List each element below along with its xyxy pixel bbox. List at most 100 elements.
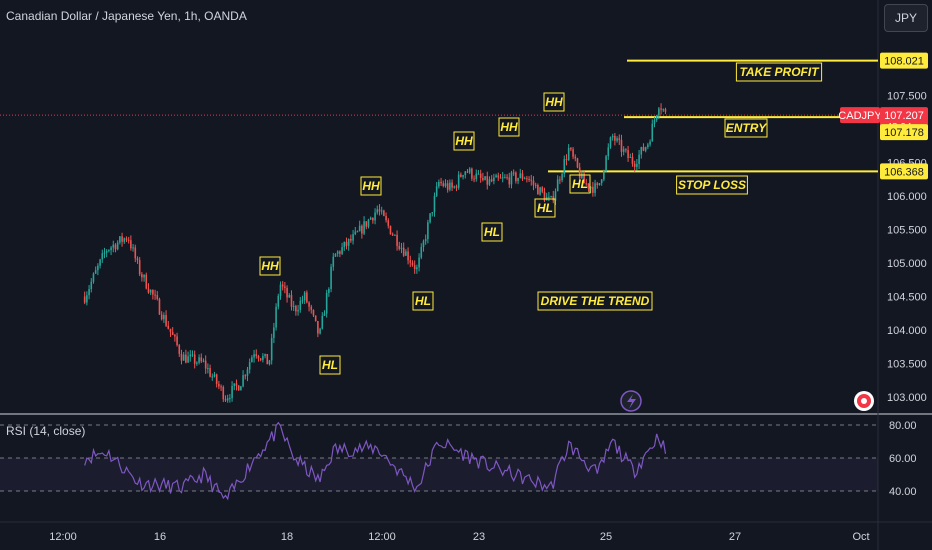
candle-body: [306, 292, 308, 303]
candle-body: [462, 175, 464, 177]
candle-body: [501, 177, 504, 179]
candle-body: [121, 236, 123, 242]
candle-body: [310, 306, 313, 310]
take-profit-label: TAKE PROFIT: [739, 65, 820, 79]
swing-label-hl: HL: [484, 225, 500, 239]
candle-body: [565, 159, 568, 161]
candle-body: [352, 234, 354, 241]
stop-loss-tag-bg: [880, 163, 928, 180]
rsi-pane: [0, 421, 878, 501]
candle-body: [361, 225, 363, 234]
candle-body: [358, 225, 361, 232]
candle-body: [141, 274, 143, 278]
time-tick-label: 12:00: [368, 531, 396, 543]
swing-label-hh-box: [453, 131, 475, 151]
candle-body: [431, 212, 434, 214]
candle-body: [83, 296, 86, 303]
candle-body: [651, 123, 654, 142]
candle-body: [508, 177, 511, 185]
candle-body: [479, 173, 482, 179]
candle-body: [616, 138, 618, 141]
candle-body: [312, 309, 315, 316]
swing-label-hh-box: [360, 176, 382, 196]
candle-body: [209, 368, 211, 377]
candle-body: [125, 238, 128, 240]
entry-label-box: [724, 118, 768, 138]
drive-the-trend-label-box: [537, 291, 653, 311]
candle-body: [367, 219, 370, 227]
candle-body: [387, 220, 390, 226]
candle-body: [477, 173, 480, 175]
candle-body: [407, 251, 409, 261]
candle-body: [224, 399, 227, 401]
candle-body: [396, 234, 398, 246]
price-tick-label: 104.500: [887, 292, 927, 304]
swing-annotations: HH HL HH HL HH HL HH HL HH HL TAKE PROFIT ENTRY STOP…: [259, 62, 823, 375]
entry-label: ENTRY: [726, 121, 767, 135]
candle-body: [416, 267, 418, 270]
candle-body: [336, 251, 339, 254]
candle-body: [488, 179, 491, 185]
candle-body: [286, 287, 288, 298]
candle-body: [229, 398, 231, 400]
candle-body: [660, 108, 662, 110]
replay-icon[interactable]: [620, 390, 642, 412]
price-tick-label: 103.500: [887, 359, 927, 371]
candle-body: [189, 354, 192, 357]
candle-body: [596, 183, 599, 186]
candle-body: [611, 135, 614, 138]
candle-body: [398, 245, 401, 249]
swing-label-hl-box: [319, 355, 341, 375]
candle-body: [101, 253, 104, 260]
swing-label-hl-box: [569, 174, 591, 194]
time-tick-label: 27: [729, 531, 741, 543]
record-icon[interactable]: [854, 391, 874, 411]
candle-body: [145, 274, 148, 289]
candle-body: [380, 210, 383, 212]
candle-body: [647, 144, 649, 148]
candle-body: [605, 156, 607, 171]
candle-body: [204, 360, 207, 369]
candle-body: [180, 353, 183, 361]
candle-body: [356, 231, 359, 233]
swing-label-hh: HH: [362, 179, 380, 193]
price-tick-label: 104.000: [887, 325, 927, 337]
candle-body: [202, 360, 205, 362]
rsi-line: [84, 421, 667, 501]
candle-body: [534, 184, 537, 186]
candle-body: [262, 356, 264, 360]
candle-body: [341, 247, 343, 254]
candle-body: [284, 286, 286, 288]
time-tick-label: 12:00: [49, 531, 77, 543]
swing-label-hl: HL: [572, 177, 588, 191]
candle-body: [561, 173, 563, 181]
candle-body: [451, 182, 453, 188]
candle-body: [383, 210, 385, 216]
candle-body: [424, 239, 427, 242]
candle-body: [614, 135, 616, 141]
candle-body: [402, 247, 405, 256]
candle-body: [585, 183, 588, 185]
candle-body: [198, 357, 200, 363]
candle-body: [512, 172, 515, 174]
candle-body: [365, 221, 368, 227]
candle-body: [444, 183, 447, 187]
candle-body: [642, 147, 645, 151]
currency-button[interactable]: JPY: [884, 4, 928, 32]
candle-body: [207, 368, 209, 370]
candle-body: [323, 313, 326, 316]
candle-body: [644, 147, 647, 151]
rsi-tick-label: 80.00: [889, 420, 917, 432]
candle-body: [321, 315, 324, 329]
candle-body: [389, 225, 392, 235]
candle-body: [592, 186, 594, 193]
candle-body: [471, 168, 473, 179]
candle-body: [114, 244, 117, 250]
candle-body: [446, 183, 449, 190]
candle-body: [484, 176, 486, 180]
candle-body: [391, 234, 394, 236]
candle-body: [119, 236, 121, 243]
candle-body: [664, 109, 667, 112]
candle-body: [187, 356, 189, 363]
